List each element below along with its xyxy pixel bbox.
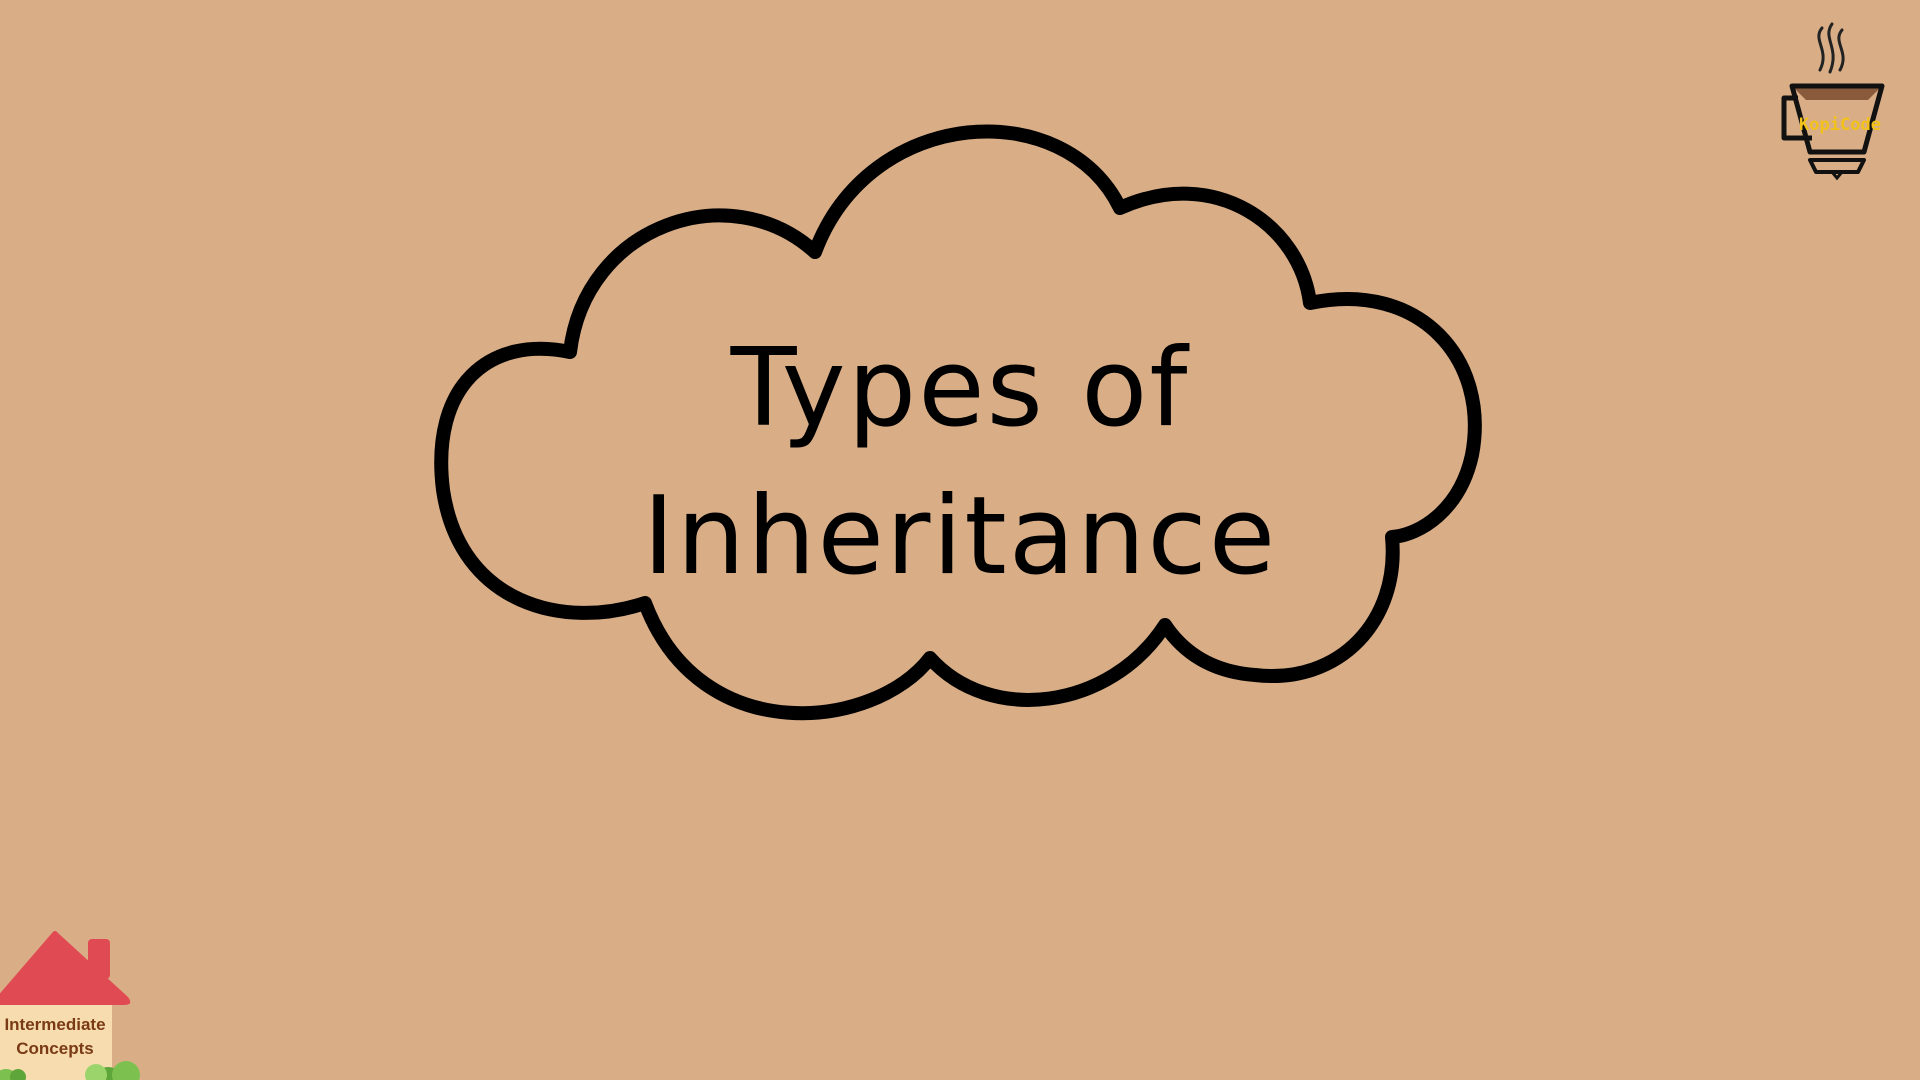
badge-line-1: Intermediate bbox=[4, 1015, 106, 1034]
title-line-2: Inheritance bbox=[642, 474, 1278, 599]
title-line-1: Types of bbox=[730, 326, 1190, 451]
badge-line-2: Concepts bbox=[16, 1039, 94, 1058]
house-badge-label: Intermediate Concepts bbox=[0, 1013, 110, 1061]
house-icon bbox=[0, 931, 140, 1080]
page-title: Types of Inheritance bbox=[560, 315, 1360, 611]
logo-text: KopiCode bbox=[1799, 115, 1881, 135]
coffee-cup-icon bbox=[1781, 22, 1885, 181]
